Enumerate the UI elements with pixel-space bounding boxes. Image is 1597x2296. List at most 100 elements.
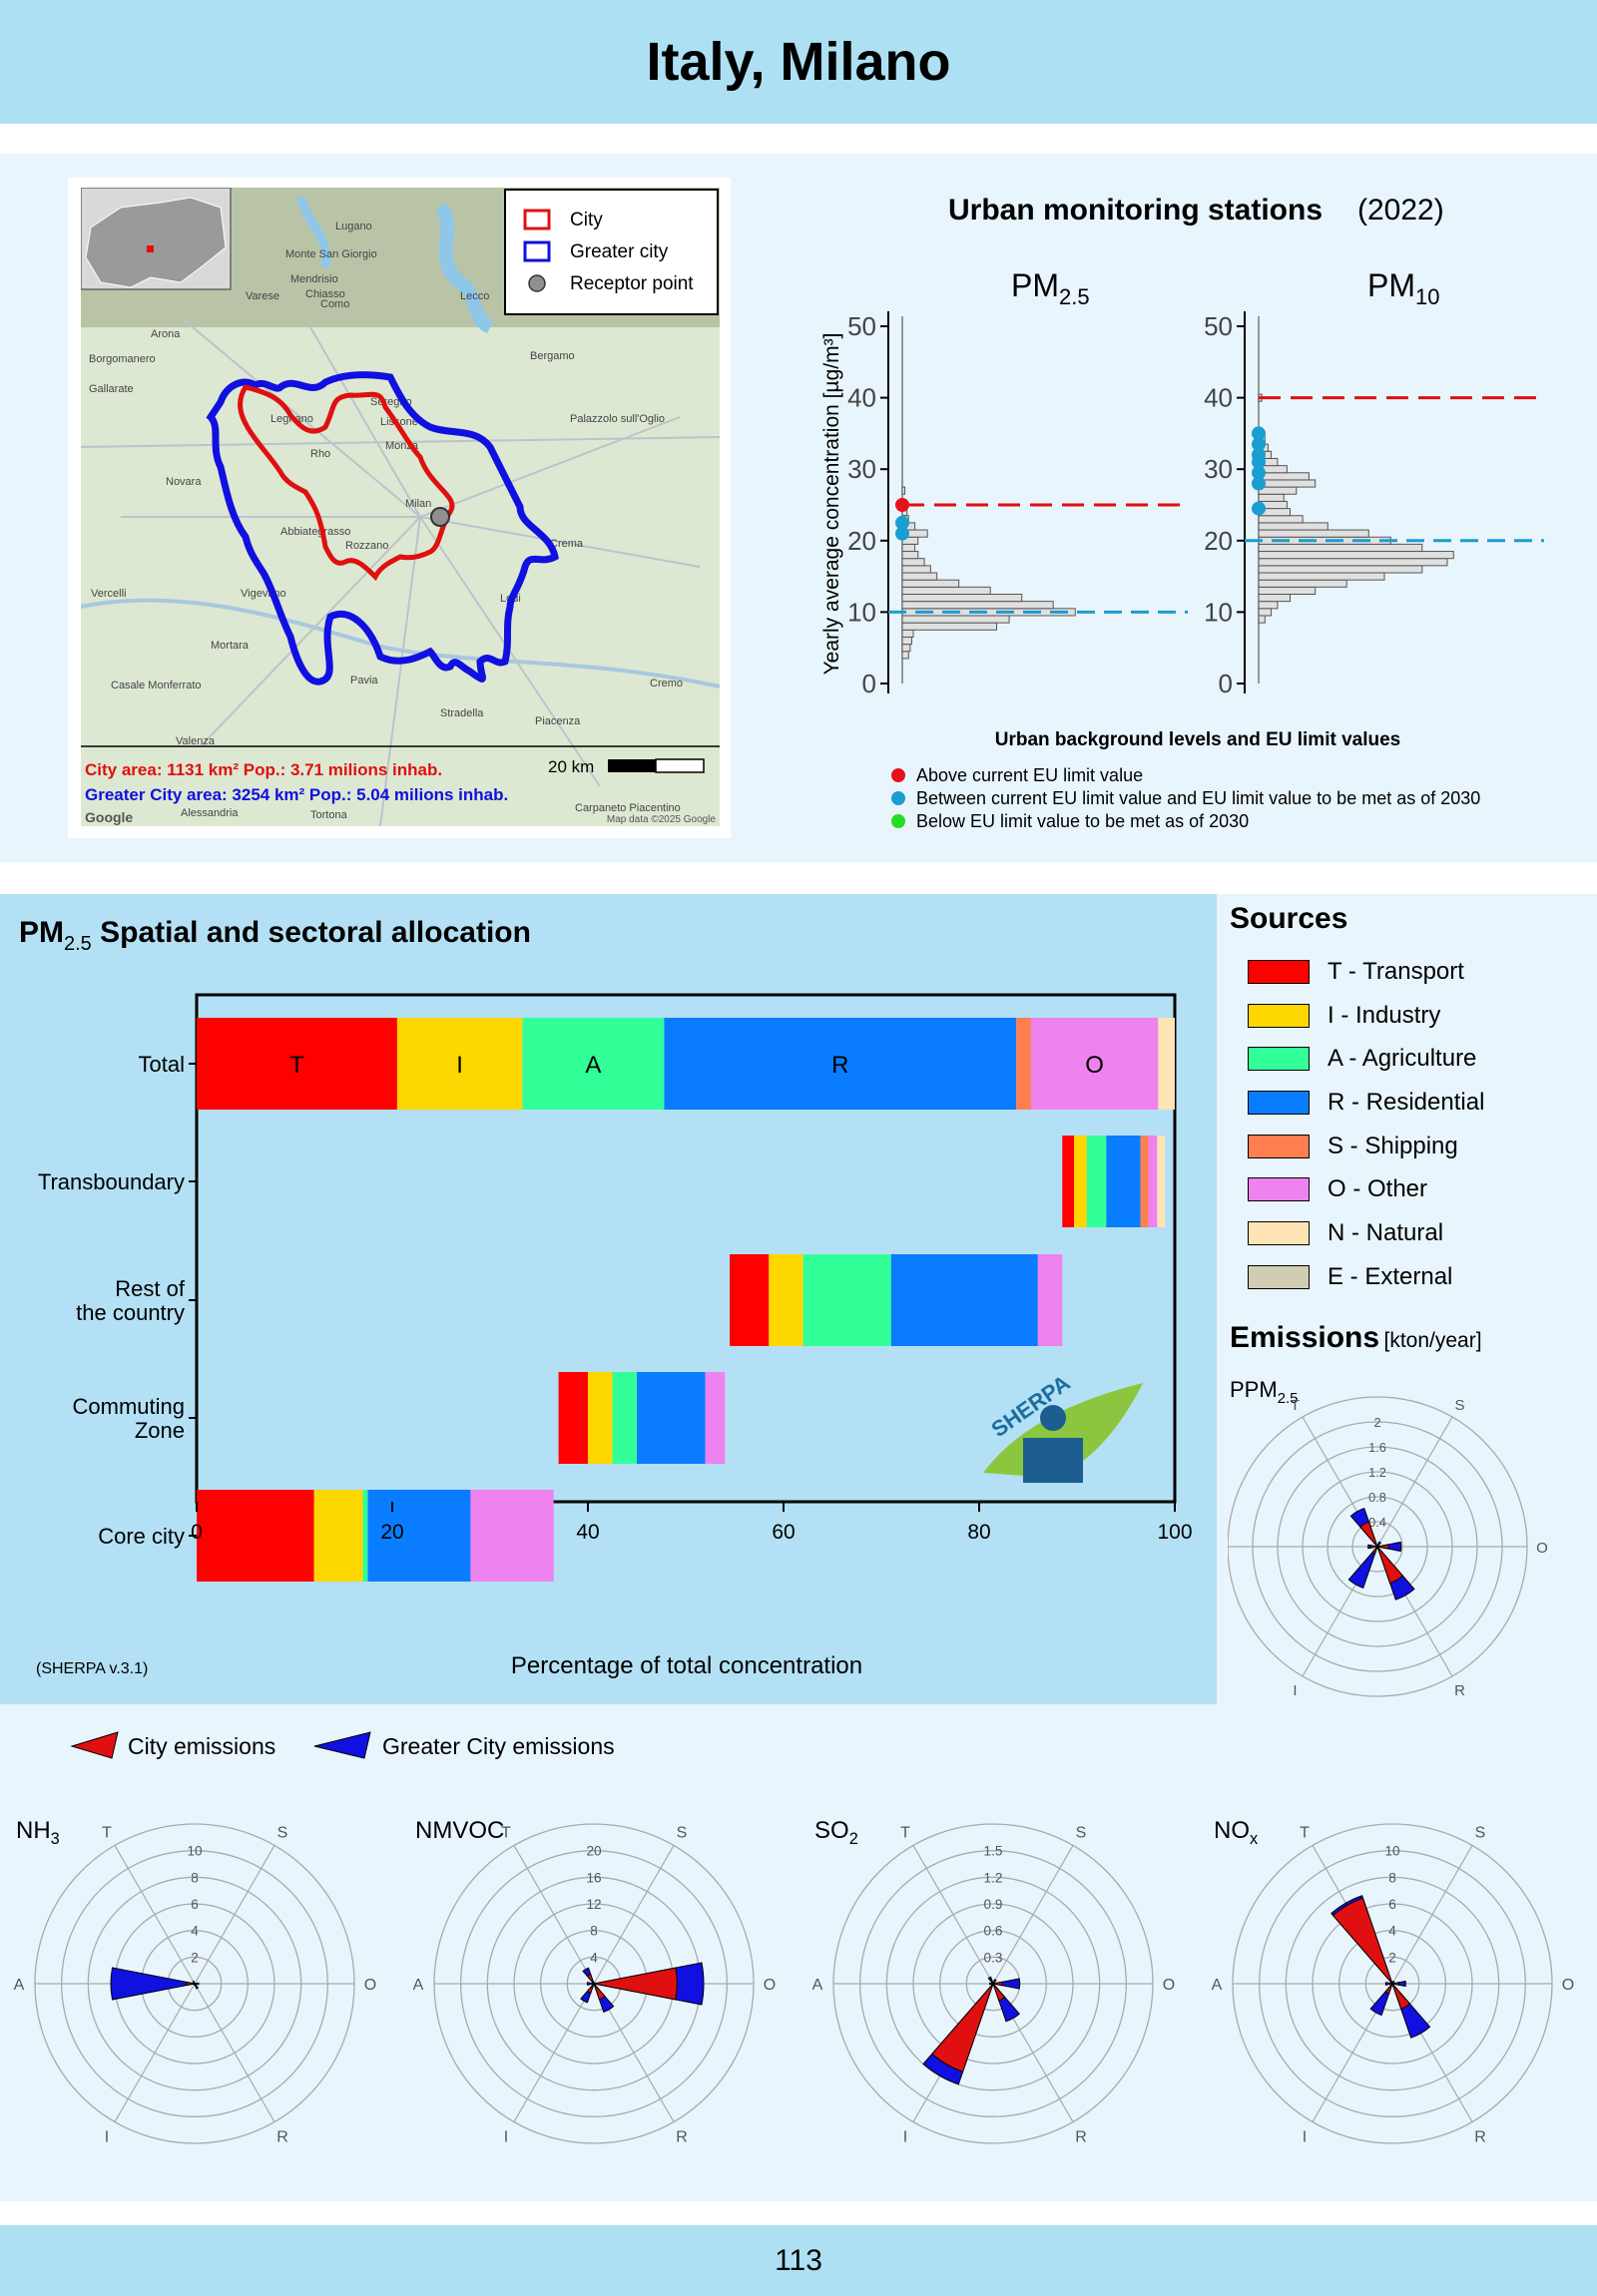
polar-axis-label: T: [1291, 1397, 1300, 1414]
hist-tick-label: 30: [1204, 454, 1233, 484]
city-emission-wedge: [593, 1983, 606, 2001]
source-swatch: [1248, 1220, 1310, 1245]
stacked-bar-A: [802, 1254, 891, 1346]
hist-pm10: 0 10 20 30 40 50: [1204, 311, 1544, 698]
stations-year: (2022): [1357, 194, 1444, 227]
city-emission-wedge: [593, 1967, 678, 2001]
source-label: O - Other: [1328, 1175, 1428, 1203]
x-tick-label: 20: [380, 1521, 403, 1544]
polar-title-main: NO: [1214, 1817, 1250, 1844]
source-label: A - Agriculture: [1328, 1045, 1477, 1073]
polar-axis-label: O: [364, 1977, 376, 1994]
hist-bar: [901, 565, 931, 574]
polar-axis-label: R: [1454, 1682, 1465, 1699]
emissions-title: Emissions: [1230, 1320, 1380, 1354]
logo-figure: [1023, 1438, 1083, 1483]
allocation-chart: PM2.5 Spatial and sectoral allocation T I…: [0, 894, 1217, 1704]
polar-axis-label: A: [14, 1977, 25, 1994]
polar-axis-label: I: [504, 2128, 508, 2145]
stacked-bar-A: [362, 1490, 368, 1582]
polar-nox: NOx T S O R I A 2 4 6 8 10: [1212, 1817, 1575, 2145]
source-swatch: [1248, 1177, 1310, 1202]
row-label: Total: [139, 1052, 185, 1077]
polar-axis-label: T: [900, 1825, 910, 1842]
polar-spoke: [513, 1983, 595, 2122]
polar-r-tick: 1.2: [1368, 1465, 1386, 1480]
allocation-title-rest: Spatial and sectoral allocation: [92, 916, 531, 949]
city-emission-wedge: [931, 1983, 994, 2072]
hist-bar: [1258, 515, 1304, 524]
lake-lugano: [295, 196, 331, 268]
stations-title: Urban monitoring stations: [948, 194, 1323, 227]
page-number: 113: [775, 2243, 822, 2277]
place-label: Piacenza: [535, 715, 581, 727]
city-emission-wedge: [1391, 1982, 1400, 1986]
river: [81, 598, 720, 689]
footer: 113: [0, 2225, 1597, 2296]
place-label: Como: [320, 298, 349, 310]
sherpa-logo: SHERPA: [983, 1370, 1143, 1483]
scale-bar-white: [655, 758, 705, 773]
place-label: Vigevano: [241, 588, 286, 600]
greater-emission-wedge: [1376, 1541, 1402, 1553]
stations-chart: Urban monitoring stations (2022) PM2.5 P…: [798, 180, 1587, 858]
polar-r-tick: 0.4: [1368, 1515, 1386, 1530]
legend-greater-label: Greater city: [570, 241, 669, 262]
emissions-panel: [0, 1704, 1597, 2201]
place-label: Lugano: [335, 221, 372, 232]
hist-bar: [1258, 579, 1347, 588]
source-item: O - Other: [1230, 1167, 1589, 1211]
city-emission-wedge: [1371, 1546, 1378, 1555]
polar-r-tick: 0.8: [1368, 1490, 1386, 1505]
city-emission-wedge: [1370, 1545, 1378, 1549]
polar-axis-label: S: [1454, 1397, 1464, 1414]
hist-bar: [1258, 615, 1266, 624]
hist-bar: [1258, 486, 1298, 495]
stations-ylabel: Yearly average concentration [µg/m³]: [820, 333, 843, 676]
pm25-header-sub: 2.5: [1059, 284, 1090, 309]
place-label: Lissone: [380, 416, 418, 428]
polar-nh3-wrap: NH3 T S O R I A 2 4 6 8 10: [10, 1806, 399, 2185]
hist-tick-label: 0: [1219, 669, 1233, 698]
hist-bar: [901, 636, 912, 646]
greater-emissions-label: Greater City emissions: [382, 1733, 615, 1759]
polar-spoke: [1376, 1416, 1453, 1548]
place-label: Mortara: [211, 640, 250, 652]
polar-r-tick: 1.5: [984, 1844, 1003, 1859]
stacked-bar-I: [313, 1490, 363, 1582]
source-label: T - Transport: [1328, 957, 1464, 985]
place-label: Abbiategrasso: [280, 526, 350, 538]
row-label: Rest of: [115, 1276, 186, 1301]
stations-legend-dot: [891, 814, 905, 828]
place-label: Lecco: [460, 290, 489, 302]
hist-bar: [901, 651, 909, 660]
stacked-bar-T: [730, 1254, 770, 1346]
hist-bar: [901, 572, 938, 581]
x-tick-label: 0: [191, 1521, 203, 1544]
polar-title-sub: 2.5: [1278, 1390, 1299, 1407]
polar-nh3: NH3 T S O R I A 2 4 6 8 10: [14, 1817, 377, 2145]
place-label: Borgomanero: [89, 353, 156, 365]
polar-title-sub: x: [1250, 1830, 1258, 1848]
stacked-bar-O: [1148, 1136, 1158, 1227]
source-item: S - Shipping: [1230, 1125, 1589, 1168]
station-point: [1252, 501, 1266, 516]
row-label: Zone: [135, 1418, 185, 1443]
city-emission-wedge: [591, 1983, 595, 1985]
stacked-bar-O: [470, 1490, 554, 1582]
greater-city-boundary: [206, 371, 559, 686]
station-point: [1252, 455, 1266, 470]
hist-bar: [901, 586, 991, 595]
hist-tick-label: 50: [1204, 311, 1233, 341]
polar-r-tick: 2: [1388, 1950, 1396, 1965]
polar-r-tick: 4: [590, 1950, 598, 1965]
polar-title-sub: 3: [51, 1830, 60, 1848]
title-bar: Italy, Milano: [0, 0, 1597, 124]
city-boundary: [238, 384, 455, 582]
stacked-bar-I: [769, 1254, 803, 1346]
polar-r-tick: 0.6: [984, 1924, 1003, 1939]
hist-bar: [1258, 551, 1454, 560]
place-label: Stradella: [440, 707, 484, 719]
